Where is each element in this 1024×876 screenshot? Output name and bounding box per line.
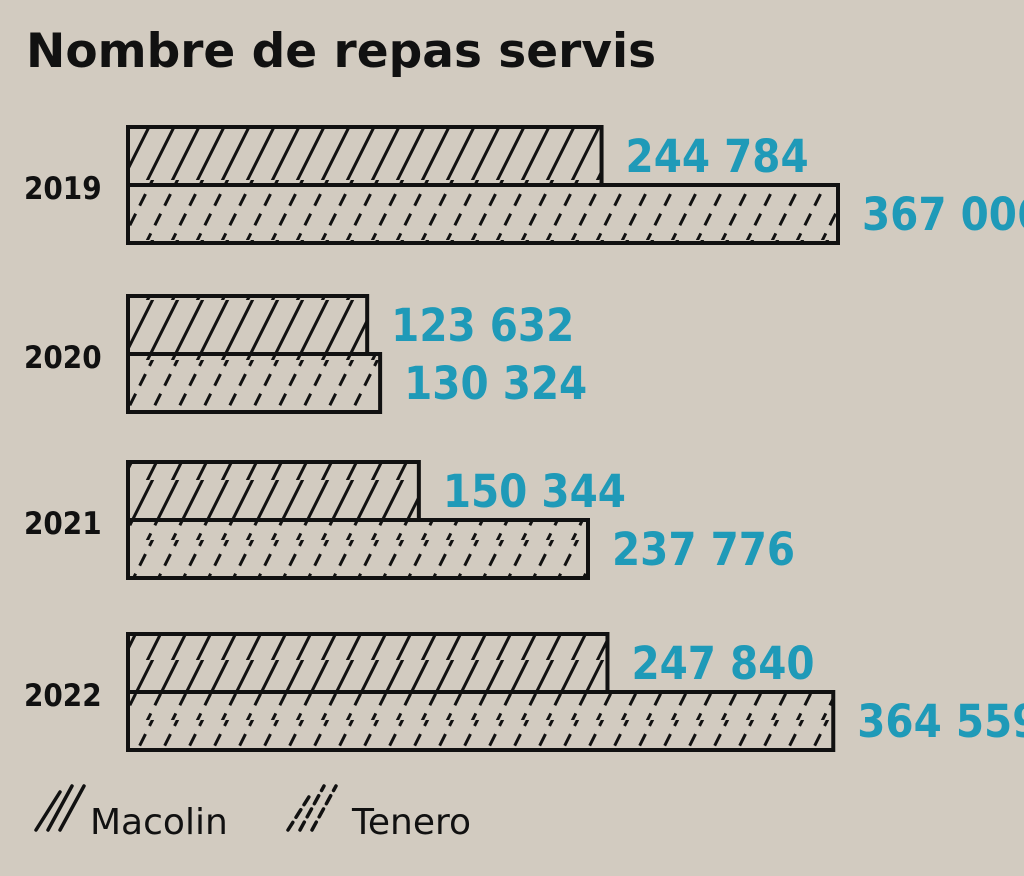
bar-macolin-2022 bbox=[126, 632, 610, 694]
data-label: 367 006 bbox=[862, 188, 1024, 241]
data-label: 244 784 bbox=[626, 130, 809, 183]
bar-macolin-2019 bbox=[126, 125, 604, 187]
category-label: 2020 bbox=[24, 340, 102, 376]
bar-tenero-2019 bbox=[126, 183, 840, 245]
category-label: 2021 bbox=[24, 506, 102, 542]
legend-label: Tenero bbox=[351, 802, 471, 843]
bar-tenero-2021 bbox=[126, 518, 590, 580]
category-label: 2019 bbox=[24, 171, 102, 207]
data-label: 237 776 bbox=[612, 523, 795, 576]
legend-item-tenero: Tenero bbox=[286, 784, 471, 843]
bar-macolin-2021 bbox=[126, 460, 421, 522]
bar-tenero-2022 bbox=[126, 690, 836, 752]
data-label: 364 559 bbox=[857, 695, 1024, 748]
dashed-hatch-icon bbox=[286, 784, 338, 832]
bar-tenero-2020 bbox=[126, 352, 383, 414]
category-label: 2022 bbox=[24, 678, 102, 714]
bar-macolin-2020 bbox=[126, 294, 370, 356]
data-label: 247 840 bbox=[631, 637, 814, 690]
chart-title: Nombre de repas servis bbox=[26, 24, 657, 79]
solid-hatch-icon bbox=[34, 784, 86, 832]
legend-item-macolin: Macolin bbox=[34, 784, 228, 843]
legend: Macolin Tenero bbox=[34, 784, 471, 843]
data-label: 130 324 bbox=[404, 357, 587, 410]
data-label: 150 344 bbox=[443, 465, 626, 518]
legend-label: Macolin bbox=[90, 802, 228, 843]
data-label: 123 632 bbox=[391, 299, 574, 352]
